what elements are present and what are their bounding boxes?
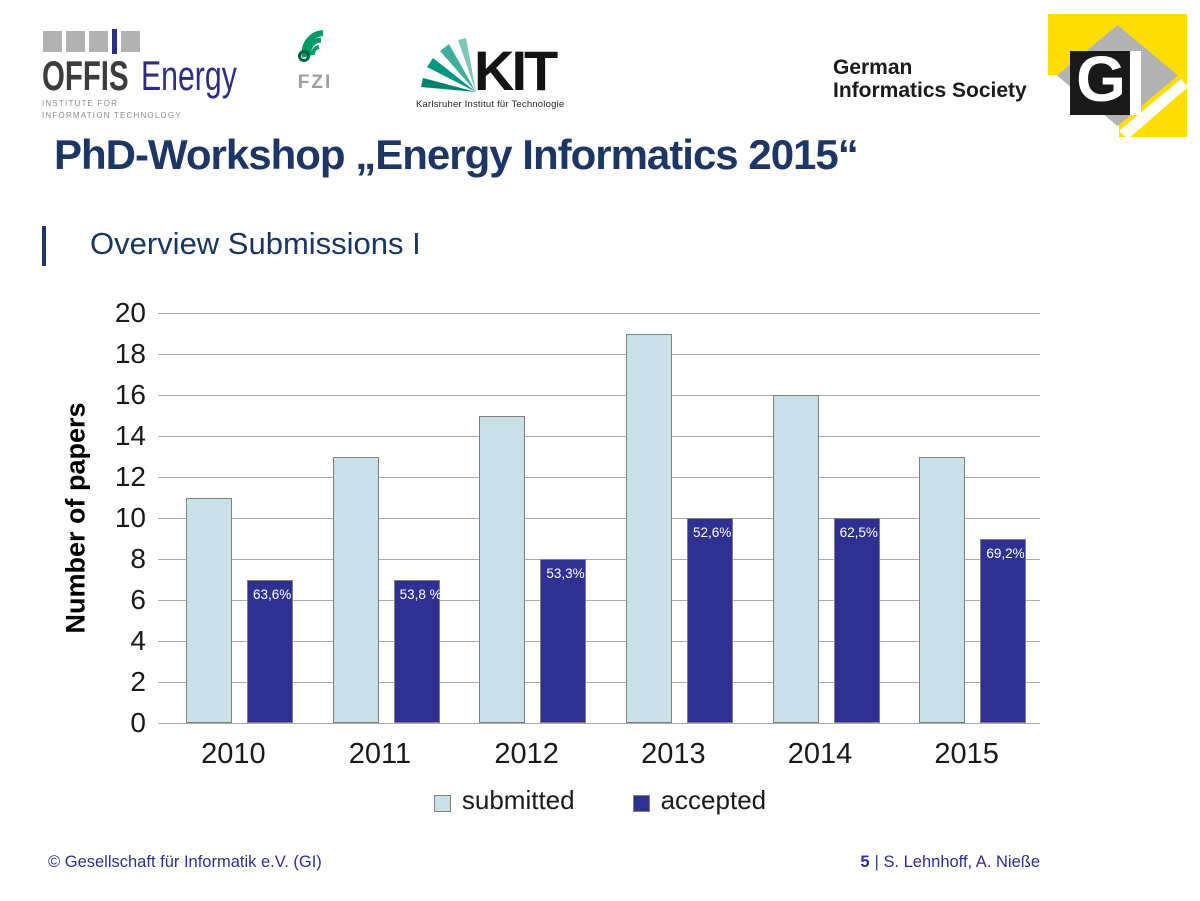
y-tick-label: 2	[130, 666, 146, 697]
x-axis-label-2013: 2013	[641, 738, 706, 770]
legend-label-accepted: accepted	[660, 785, 767, 815]
percent-label: 63,6%	[253, 586, 292, 602]
percent-label: 52,6%	[693, 525, 732, 540]
y-tick-label: 14	[114, 420, 146, 451]
gridline	[158, 394, 1040, 396]
offis-sub-text: INSTITUTE FOR INFORMATION TECHNOLOGY	[42, 99, 182, 120]
fzi-eye	[298, 50, 310, 62]
gridline	[158, 435, 1040, 437]
gridline	[158, 353, 1040, 355]
german-informatics-society-label: German Informatics Society	[833, 56, 1027, 103]
gridline	[158, 722, 1040, 724]
offis-blocks-icon	[43, 29, 262, 54]
bar-submitted-2011	[332, 456, 379, 723]
kit-tagline: Karlsruher Institut für Technologie	[416, 99, 565, 110]
y-tick-label: 4	[130, 625, 146, 656]
bar-submitted-2014	[772, 395, 819, 723]
kit-icon: KIT	[421, 38, 561, 102]
offis-block	[66, 31, 85, 52]
percent-label: 53,8 %	[399, 586, 442, 602]
page-title: PhD-Workshop „Energy Informatics 2015“	[54, 131, 859, 178]
x-axis-label-2015: 2015	[934, 738, 999, 770]
bar-accepted-2015: 69,2%	[980, 538, 1027, 723]
subtitle: Overview Submissions I	[90, 226, 421, 261]
footer-page-authors: 5 | S. Lehnhoff, A. Nieße	[860, 853, 1040, 872]
bar-submitted-2013	[626, 333, 672, 723]
percent-label: 69,2%	[986, 545, 1025, 561]
gridline	[158, 681, 1040, 683]
bar-submitted-2015	[919, 456, 966, 723]
offis-energy-wordmark: Energy	[141, 52, 237, 99]
y-tick-label: 20	[114, 297, 146, 328]
gridline	[158, 558, 1040, 560]
gi-icon: G	[1048, 14, 1188, 139]
bar-accepted-2014: 62,5%	[833, 518, 880, 723]
bar-accepted-2011: 53,8 %	[393, 579, 442, 723]
gi-logo: G	[1045, 13, 1191, 145]
footer-page-number: 5	[860, 853, 870, 871]
offis-block	[43, 31, 62, 52]
gridline	[158, 517, 1040, 519]
bar-submitted-2012	[479, 415, 526, 723]
legend-swatch-accepted	[632, 795, 650, 812]
y-tick-label: 16	[114, 379, 146, 410]
bar-accepted-2012: 53,3%	[540, 559, 587, 723]
bar-submitted-2010	[186, 497, 232, 723]
chart-legend: submitted accepted	[160, 785, 1040, 816]
y-tick-label: 6	[130, 584, 146, 615]
y-tick-label: 10	[114, 502, 146, 533]
kit-logo: KIT Karlsruher Institut für Technologie	[416, 36, 586, 110]
legend-item-submitted: submitted	[433, 785, 575, 816]
legend-item-accepted: accepted	[632, 785, 767, 816]
x-axis-label-2011: 2011	[348, 738, 412, 770]
gi-letter-g: G	[1076, 43, 1126, 115]
x-axis-label-2010: 2010	[201, 738, 266, 770]
x-axis-label-2014: 2014	[787, 738, 853, 770]
fzi-wordmark: FZI	[297, 72, 333, 93]
y-tick-label: 0	[130, 707, 146, 738]
bar-accepted-2013: 52,6%	[687, 518, 733, 723]
y-axis-ticks: 0 2 4 6 8 10 12 14 16 18 20	[88, 298, 146, 738]
legend-label-submitted: submitted	[461, 785, 575, 815]
gridline	[158, 640, 1040, 642]
legend-swatch-submitted	[433, 795, 451, 812]
bar-accepted-2010: 63,6%	[247, 579, 293, 723]
x-axis-label-2012: 2012	[494, 738, 559, 770]
percent-label: 62,5%	[839, 525, 878, 540]
gridline	[158, 476, 1040, 478]
offis-energy-logo: OFFIS Energy INSTITUTE FOR INFORMATION T…	[42, 29, 262, 121]
gridline	[158, 599, 1040, 601]
subtitle-marker	[42, 226, 46, 266]
y-axis-title: Number of papers	[60, 402, 91, 634]
fzi-logo: FZI	[292, 29, 338, 94]
footer-authors: | S. Lehnhoff, A. Nieße	[874, 853, 1040, 871]
y-tick-label: 12	[114, 461, 146, 492]
offis-block-bar	[112, 29, 117, 54]
bar-chart-plot-area: 63,6% 2010 53,8 % 2011 53,3% 2012 52,6% 2013 62,…	[158, 312, 1040, 770]
y-tick-label: 18	[114, 338, 146, 369]
gridline	[158, 312, 1040, 314]
kit-wordmark: KIT	[474, 39, 558, 96]
y-tick-label: 8	[130, 543, 146, 574]
offis-block	[121, 31, 140, 52]
offis-block	[89, 31, 108, 52]
offis-wordmark: OFFIS	[42, 52, 129, 99]
fzi-icon	[298, 30, 324, 62]
percent-label: 53,3%	[546, 566, 585, 581]
footer-copyright: © Gesellschaft für Informatik e.V. (GI)	[48, 853, 322, 871]
